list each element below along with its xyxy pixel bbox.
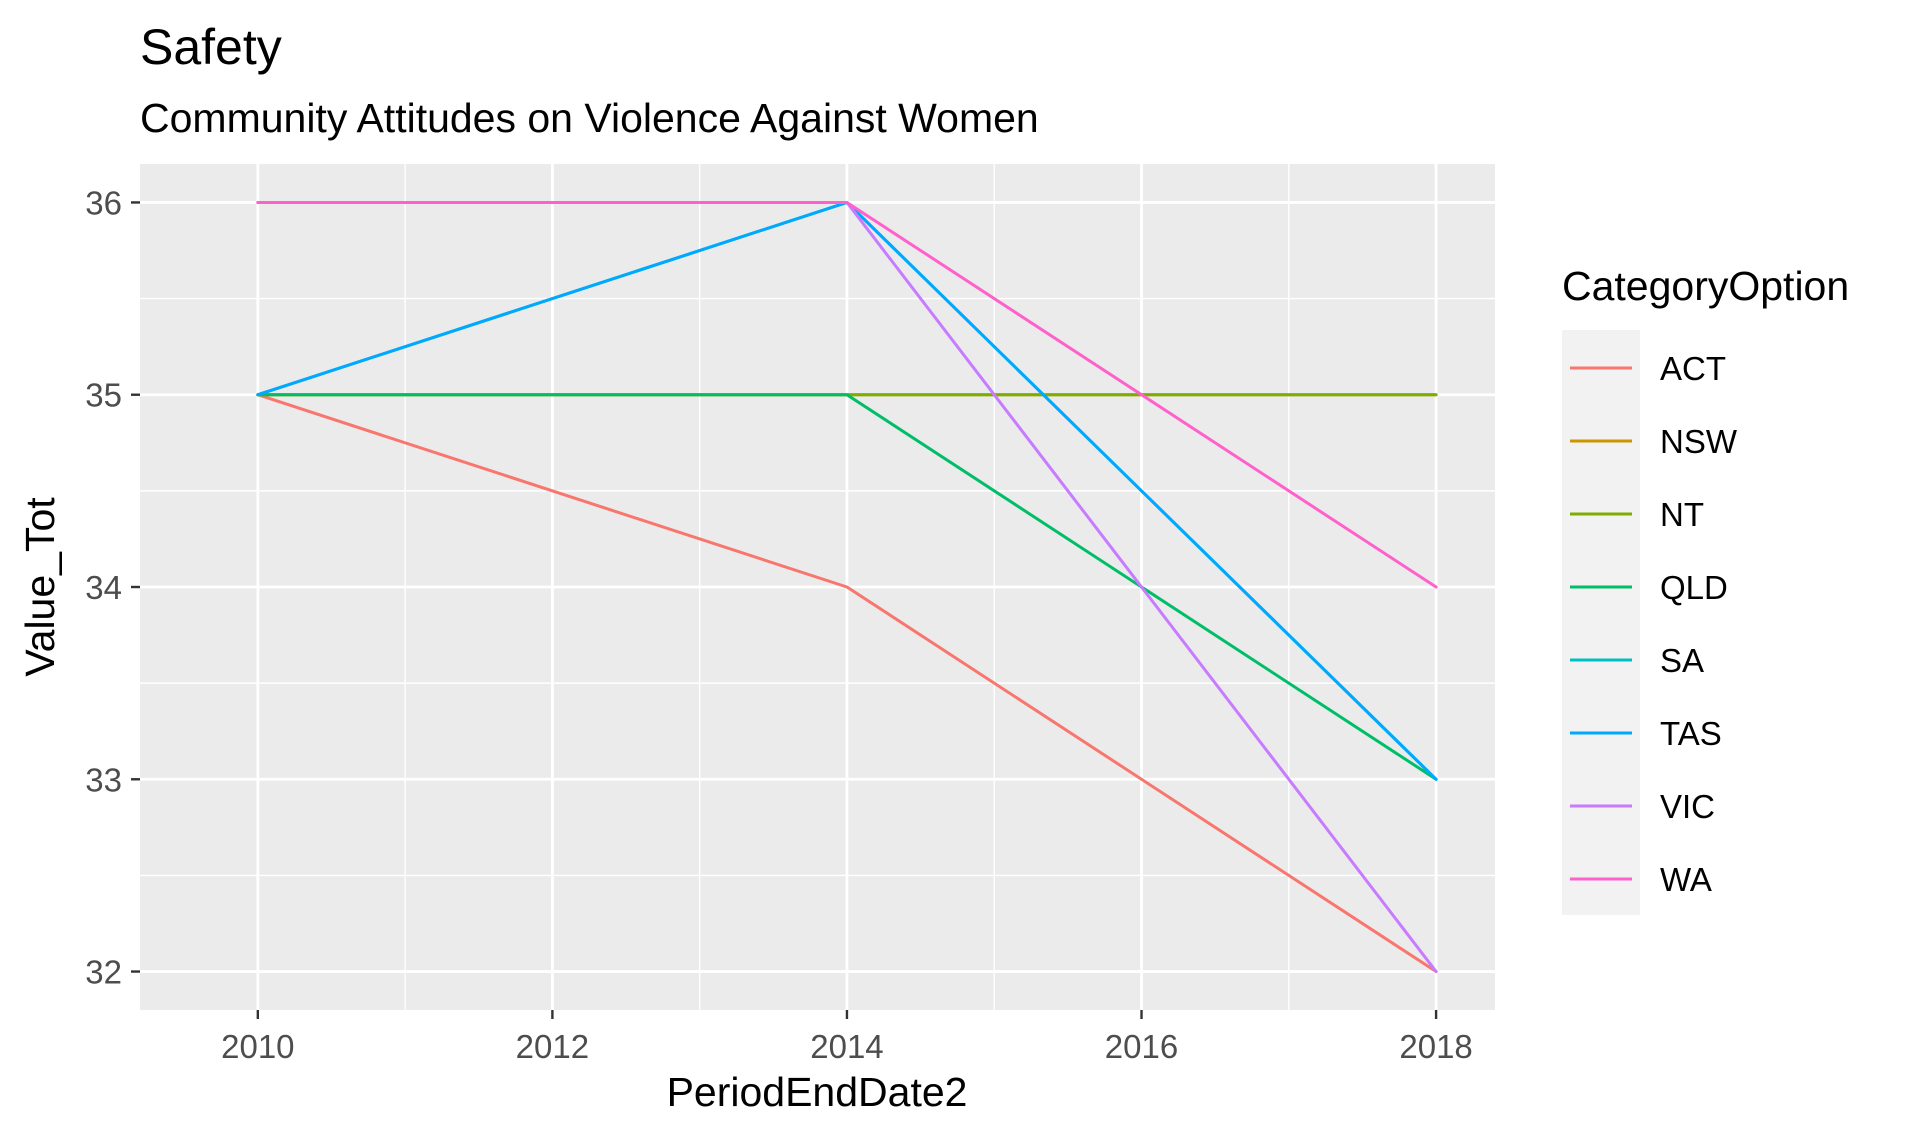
legend-label-tas: TAS xyxy=(1660,715,1722,752)
y-tick-label: 34 xyxy=(85,569,122,606)
series-line-wa xyxy=(256,200,1438,589)
y-axis-title: Value_Tot xyxy=(17,497,63,677)
y-tick-label: 32 xyxy=(85,954,122,991)
legend-label-sa: SA xyxy=(1660,642,1704,679)
series-line-qld xyxy=(256,393,1438,781)
x-axis-title: PeriodEndDate2 xyxy=(667,1069,968,1115)
legend: CategoryOption ACT NSW NT QLD SA TAS VIC WA xyxy=(1562,263,1849,915)
legend-label-nsw: NSW xyxy=(1660,423,1738,460)
series-lines xyxy=(256,200,1438,974)
x-axis-ticks: 2010 2012 2014 2016 2018 xyxy=(221,1010,1473,1065)
chart-title: Safety xyxy=(140,19,282,75)
y-tick-label: 36 xyxy=(85,184,122,221)
chart-subtitle: Community Attitudes on Violence Against … xyxy=(140,95,1039,141)
x-tick-label: 2016 xyxy=(1105,1028,1178,1065)
legend-label-act: ACT xyxy=(1660,350,1726,387)
x-tick-label: 2012 xyxy=(516,1028,589,1065)
series-line-act xyxy=(256,393,1438,974)
x-tick-label: 2014 xyxy=(810,1028,883,1065)
y-tick-label: 33 xyxy=(85,761,122,798)
legend-label-wa: WA xyxy=(1660,861,1712,898)
legend-label-nt: NT xyxy=(1660,496,1704,533)
y-axis-ticks: 32 33 34 35 36 xyxy=(85,184,140,991)
legend-label-qld: QLD xyxy=(1660,569,1728,606)
x-tick-label: 2018 xyxy=(1399,1028,1472,1065)
x-tick-label: 2010 xyxy=(221,1028,294,1065)
legend-label-vic: VIC xyxy=(1660,788,1715,825)
y-tick-label: 35 xyxy=(85,377,122,414)
legend-title: CategoryOption xyxy=(1562,263,1849,309)
legend-key-background xyxy=(1562,330,1640,915)
